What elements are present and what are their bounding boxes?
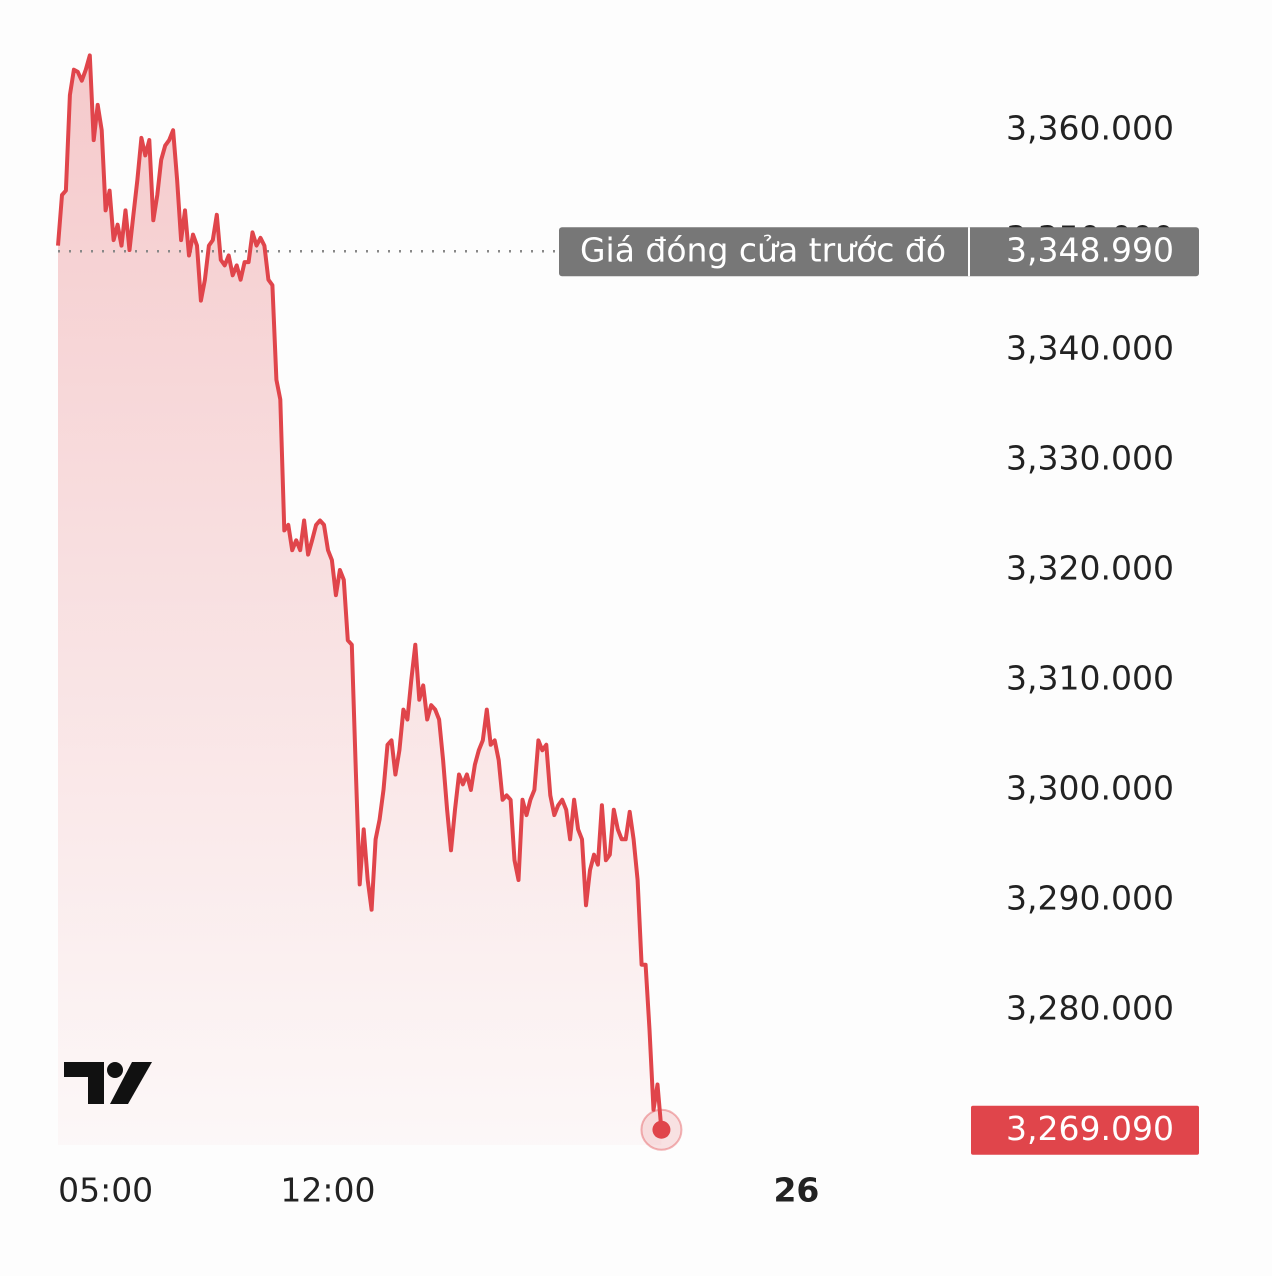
last-value-label: 3,269.090 <box>1006 1109 1174 1148</box>
previous-close-label: Giá đóng cửa trước đó <box>580 231 946 270</box>
y-tick-label: 3,340.000 <box>1006 329 1174 368</box>
y-tick-label: 3,290.000 <box>1006 878 1174 917</box>
y-tick-label: 3,280.000 <box>1006 988 1174 1027</box>
tradingview-logo <box>64 1062 152 1104</box>
y-tick-label: 3,310.000 <box>1006 658 1174 697</box>
y-tick-label: 3,320.000 <box>1006 548 1174 587</box>
last-point <box>652 1120 671 1139</box>
y-tick-label: 3,360.000 <box>1006 109 1174 148</box>
previous-close-value: 3,348.990 <box>1006 231 1174 270</box>
x-tick-label: 05:00 <box>58 1171 153 1210</box>
y-tick-label: 3,300.000 <box>1006 768 1174 807</box>
x-tick-label: 12:00 <box>280 1171 375 1210</box>
x-tick-label: 26 <box>773 1171 819 1210</box>
last-value-badge <box>971 1105 1199 1155</box>
line <box>56 53 664 1130</box>
area <box>58 55 662 1145</box>
previous-close-badge <box>559 227 1199 277</box>
plot: 3,280.000 3,290.000 3,300.000 3,310.000 3,32… <box>56 53 1199 1210</box>
y-tick-label: 3,330.000 <box>1006 439 1174 478</box>
